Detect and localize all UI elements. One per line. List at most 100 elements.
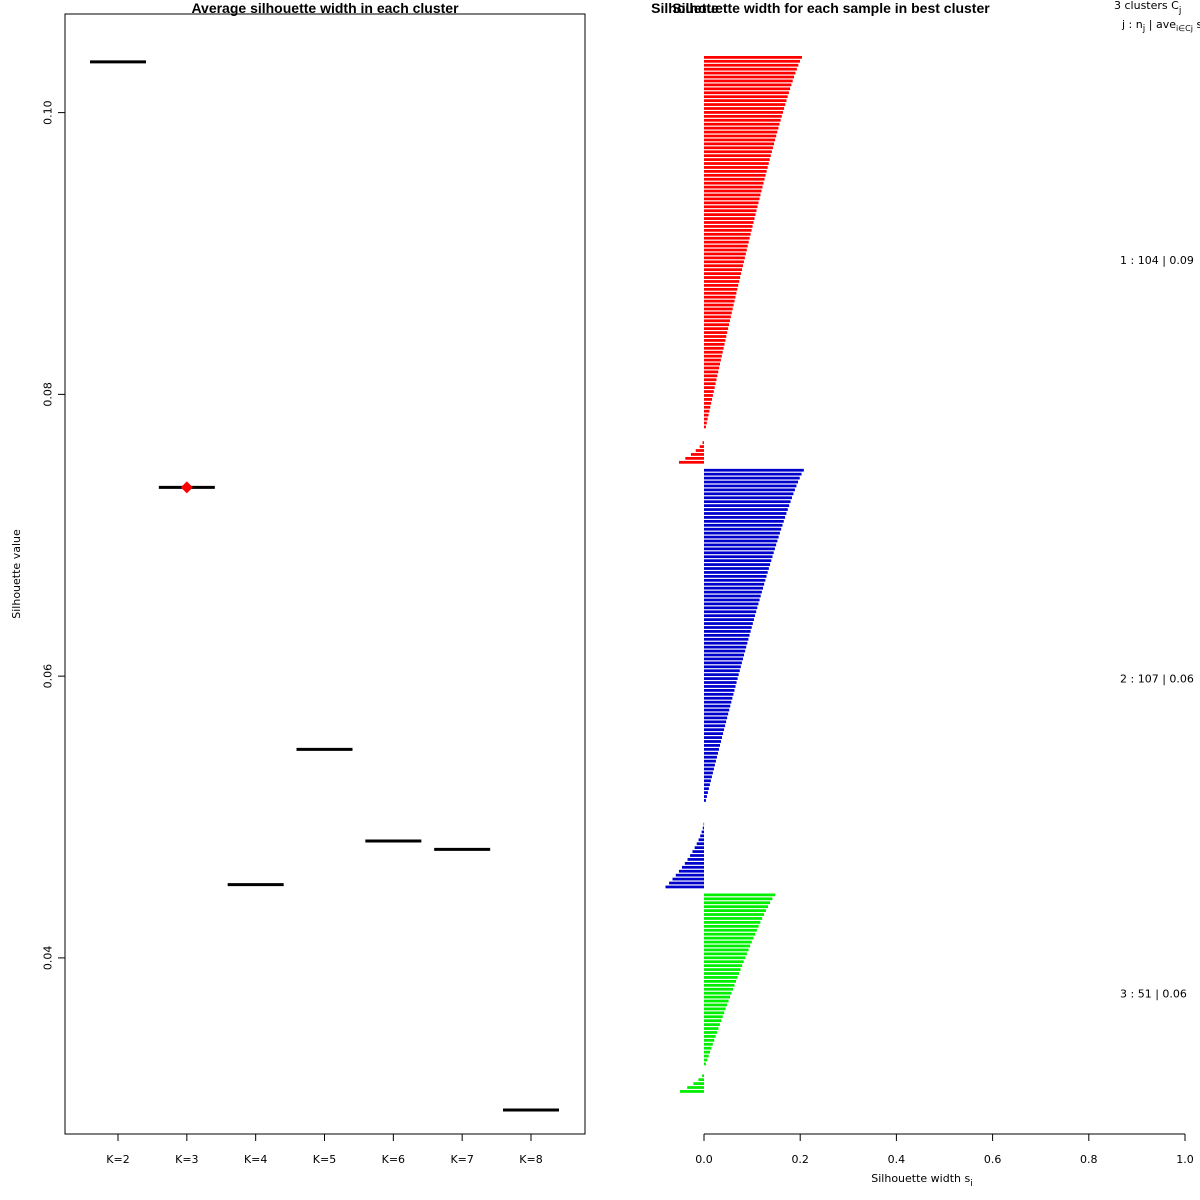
silhouette-bar xyxy=(704,201,759,205)
silhouette-bar xyxy=(704,413,709,417)
silhouette-bar xyxy=(695,449,704,452)
silhouette-bar xyxy=(704,1007,726,1011)
left-y-tick-label: 0.06 xyxy=(42,664,55,689)
silhouette-bar xyxy=(704,350,723,354)
silhouette-bar xyxy=(704,280,740,283)
silhouette-bar xyxy=(704,1031,718,1034)
silhouette-bar xyxy=(678,869,704,873)
silhouette-bar xyxy=(700,834,704,838)
silhouette-bar xyxy=(704,504,790,507)
silhouette-bar xyxy=(704,736,723,739)
silhouette-bar xyxy=(704,519,784,523)
cluster-labels: 1 : 104 | 0.09 2 : 107 | 0.06 3 : 51 | 0.0… xyxy=(1120,254,1194,1000)
silhouette-bar xyxy=(704,150,772,154)
silhouette-bar xyxy=(704,83,792,87)
silhouette-bar xyxy=(704,162,769,165)
left-x-axis: K=2 K=3 K=4 K=5 K=6 K=7 K=8 xyxy=(106,1133,543,1166)
silhouette-bar xyxy=(681,865,704,869)
silhouette-bar xyxy=(704,225,753,228)
silhouette-bar xyxy=(684,861,704,865)
silhouette-bar xyxy=(704,354,722,358)
silhouette-bar xyxy=(704,700,732,704)
silhouette-bar xyxy=(704,142,775,146)
silhouette-bar xyxy=(704,535,779,539)
silhouette-bar xyxy=(704,307,733,311)
silhouette-bar xyxy=(704,287,738,291)
silhouette-bar xyxy=(704,732,724,736)
silhouette-bar xyxy=(704,669,740,673)
silhouette-bar xyxy=(703,822,705,826)
silhouette-bar xyxy=(665,885,704,889)
silhouette-bar xyxy=(704,1003,728,1007)
silhouette-bar xyxy=(690,453,704,456)
right-x-tick-label: 1.0 xyxy=(1176,1153,1194,1166)
silhouette-bar xyxy=(704,987,733,991)
silhouette-bar xyxy=(704,559,772,563)
silhouette-bar xyxy=(704,221,754,224)
left-x-tick-label: K=3 xyxy=(175,1153,198,1166)
silhouette-bar xyxy=(704,594,761,598)
silhouette-bar xyxy=(698,838,704,842)
silhouette-bar xyxy=(704,417,708,421)
silhouette-bar xyxy=(675,873,704,877)
silhouette-bar xyxy=(704,401,712,405)
silhouette-bar xyxy=(704,256,745,260)
silhouette-bar xyxy=(704,645,747,649)
silhouette-bar xyxy=(704,622,753,625)
silhouette-bar xyxy=(704,386,715,389)
silhouette-bar xyxy=(704,606,758,610)
silhouette-bar xyxy=(704,236,750,240)
silhouette-bar xyxy=(704,232,751,236)
silhouette-bar xyxy=(704,751,718,755)
silhouette-bar xyxy=(704,276,741,279)
silhouette-bar xyxy=(704,405,711,409)
silhouette-bar xyxy=(704,767,714,771)
silhouette-bar xyxy=(704,335,727,338)
silhouette-bar xyxy=(704,166,768,169)
silhouette-bar xyxy=(704,228,752,232)
silhouette-bar xyxy=(698,1078,704,1082)
silhouette-bar xyxy=(704,63,799,67)
silhouette-bar xyxy=(704,56,802,59)
silhouette-bar xyxy=(704,720,727,724)
silhouette-bar xyxy=(704,633,750,637)
silhouette-bar xyxy=(704,1054,709,1058)
silhouette-bar xyxy=(704,991,732,995)
silhouette-bar xyxy=(704,551,774,555)
silhouette-bar xyxy=(701,830,704,834)
silhouette-bar xyxy=(704,1011,725,1015)
silhouette-bar xyxy=(704,315,731,319)
silhouette-bar xyxy=(702,441,704,445)
silhouette-bar xyxy=(704,189,762,193)
silhouette-bar xyxy=(704,339,726,342)
silhouette-bar xyxy=(704,618,754,621)
silhouette-bar xyxy=(704,759,716,763)
silhouette-bar xyxy=(704,295,736,299)
silhouette-bar xyxy=(704,575,767,578)
silhouette-bar xyxy=(704,649,746,653)
silhouette-bar xyxy=(704,614,756,618)
silhouette-bar xyxy=(704,366,720,370)
silhouette-bar xyxy=(704,724,726,728)
silhouette-bar xyxy=(704,1058,708,1062)
silhouette-bar xyxy=(704,398,713,401)
cluster-header-line2: j : nj | avei∈Cj s xyxy=(1121,18,1200,34)
silhouette-bar xyxy=(704,134,777,138)
left-x-tick-label: K=7 xyxy=(450,1153,473,1166)
silhouette-bar xyxy=(690,854,704,857)
silhouette-bar xyxy=(704,555,773,559)
silhouette-bar xyxy=(704,968,741,971)
cluster-label: 2 : 107 | 0.06 xyxy=(1120,673,1194,686)
right-x-axis: 0.0 0.2 0.4 0.6 0.8 1.0 xyxy=(695,1133,1194,1166)
silhouette-bar xyxy=(704,626,752,629)
silhouette-bar xyxy=(704,319,730,323)
silhouette-bar xyxy=(704,484,797,488)
silhouette-bar xyxy=(704,582,765,586)
silhouette-bar xyxy=(704,303,734,307)
silhouette-bar xyxy=(704,75,795,79)
silhouette-bar xyxy=(687,1086,704,1089)
silhouette-bar xyxy=(704,59,800,63)
silhouette-bar xyxy=(704,268,743,272)
silhouette-bars xyxy=(665,56,804,1093)
silhouette-bar xyxy=(704,763,715,767)
